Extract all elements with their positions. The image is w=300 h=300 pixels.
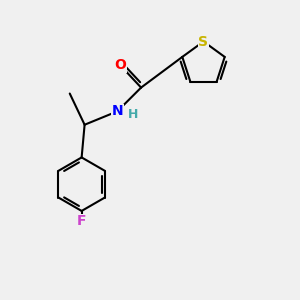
Text: S: S	[199, 34, 208, 49]
Text: F: F	[77, 214, 86, 228]
Text: N: N	[112, 104, 123, 118]
Text: O: O	[114, 58, 126, 72]
Text: H: H	[128, 108, 138, 121]
